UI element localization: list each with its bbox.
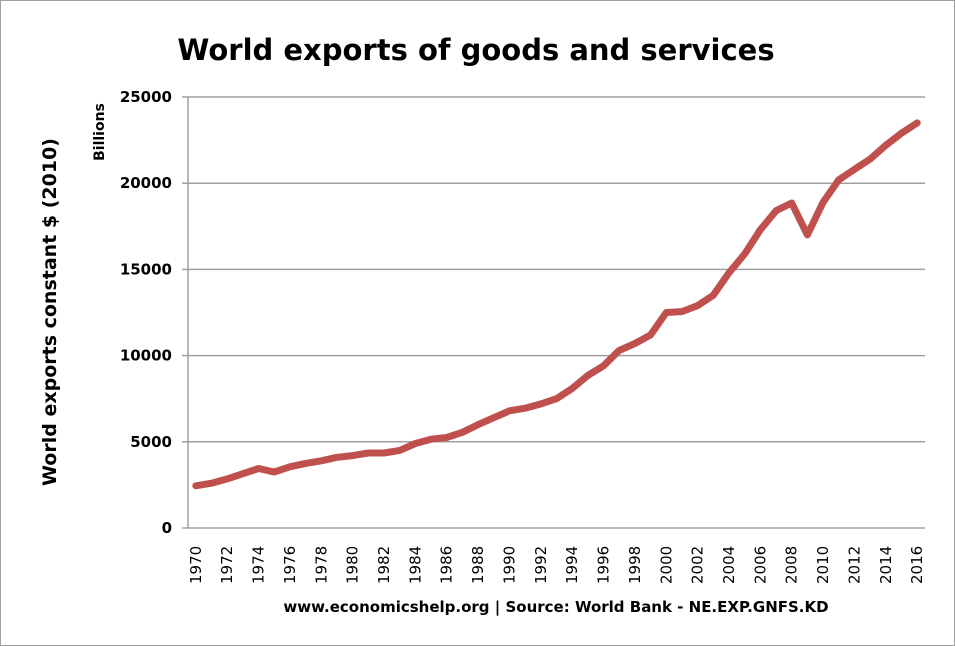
y-axis-label: World exports constant $ (2010) <box>39 138 61 486</box>
x-tick-label: 1984 <box>406 546 424 584</box>
chart-title: World exports of goods and services <box>177 33 774 67</box>
x-tick-label: 1990 <box>500 546 518 584</box>
series-line <box>192 119 921 490</box>
x-tick-label: 1972 <box>218 546 236 584</box>
x-tick-label: 1974 <box>250 546 268 584</box>
x-tick-label: 1996 <box>595 546 613 584</box>
source-footer: www.economicshelp.org | Source: World Ba… <box>283 598 828 617</box>
x-tick-label: 2010 <box>814 546 832 584</box>
x-tick-label: 2008 <box>783 546 801 584</box>
x-tick-label: 2012 <box>845 546 863 584</box>
y-tick-label: 10000 <box>120 347 172 365</box>
y-tick-label: 0 <box>162 519 172 537</box>
y-tick-label: 20000 <box>120 174 172 192</box>
x-tick-label: 1980 <box>344 546 362 584</box>
x-tick-label: 1970 <box>187 546 205 584</box>
x-tick-label: 1988 <box>469 546 487 584</box>
x-tick-label: 2006 <box>751 546 769 584</box>
x-tick-label: 1992 <box>532 546 550 584</box>
y-tick-label: 15000 <box>120 260 172 278</box>
x-tick-label: 1982 <box>375 546 393 584</box>
x-tick-label: 2002 <box>689 546 707 584</box>
y-tick-label: 25000 <box>120 88 172 106</box>
x-tick-label: 2016 <box>908 546 926 584</box>
y-tick-label: 5000 <box>130 433 172 451</box>
x-tick-label: 1998 <box>626 546 644 584</box>
x-tick-label: 2000 <box>657 546 675 584</box>
x-tick-label: 1994 <box>563 546 581 584</box>
x-tick-label: 2014 <box>877 546 895 584</box>
x-tick-label: 1986 <box>438 546 456 584</box>
x-tick-label: 1976 <box>281 546 299 584</box>
x-tick-label: 1978 <box>312 546 330 584</box>
x-tick-label: 2004 <box>720 546 738 584</box>
y-unit-label: Billions <box>92 103 108 161</box>
